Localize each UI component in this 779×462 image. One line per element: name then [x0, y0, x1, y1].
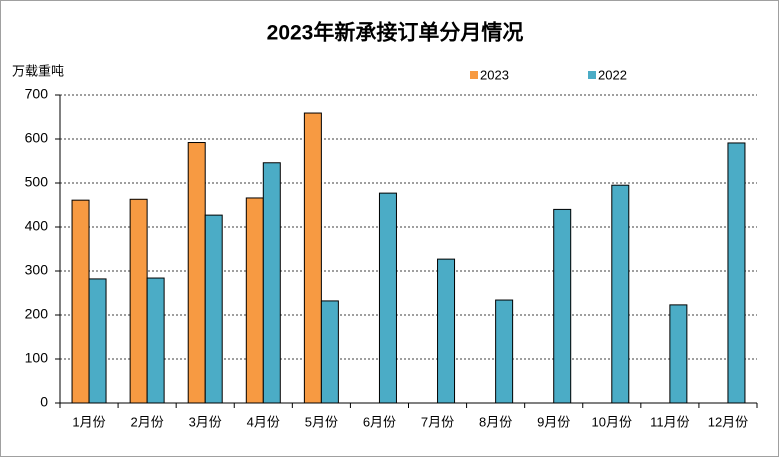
bar [303, 112, 322, 404]
x-tick-label: 9月份 [537, 414, 570, 429]
bar [129, 198, 148, 404]
chart-title: 2023年新承接订单分月情况 [267, 21, 524, 45]
bar [669, 304, 688, 404]
bar [71, 199, 90, 404]
x-tick-label: 1月份 [72, 414, 105, 429]
x-tick-label: 10月份 [592, 414, 632, 429]
bar [378, 192, 397, 404]
x-tick-label: 8月份 [479, 414, 512, 429]
bar [88, 278, 107, 404]
bar [187, 142, 206, 404]
y-tick-label: 100 [25, 350, 49, 366]
bar [146, 277, 165, 404]
bar [204, 214, 223, 404]
x-tick-label: 3月份 [189, 414, 222, 429]
x-tick-label: 6月份 [363, 414, 396, 429]
y-tick-label: 700 [25, 86, 49, 102]
bar [320, 300, 339, 404]
y-axis-label: 万载重吨 [12, 63, 64, 78]
y-tick-label: 600 [25, 130, 49, 146]
bar [437, 258, 456, 404]
legend-label: 2023 [480, 67, 509, 82]
x-tick-label: 7月份 [421, 414, 454, 429]
x-tick-label: 2月份 [131, 414, 164, 429]
legend-swatch [588, 71, 596, 79]
bar [611, 184, 630, 404]
x-tick-label: 11月份 [650, 414, 690, 429]
y-tick-label: 200 [25, 306, 49, 322]
x-tick-label: 4月份 [247, 414, 280, 429]
legend-label: 2022 [598, 67, 627, 82]
bar [262, 162, 281, 404]
y-tick-label: 500 [25, 174, 49, 190]
bar [727, 142, 746, 404]
x-tick-label: 12月份 [708, 414, 748, 429]
bar [495, 299, 514, 404]
y-tick-label: 300 [25, 262, 49, 278]
y-tick-label: 0 [40, 394, 48, 410]
legend-swatch [470, 71, 478, 79]
x-tick-label: 5月份 [305, 414, 338, 429]
bar [553, 208, 572, 404]
y-tick-label: 400 [25, 218, 49, 234]
bar [245, 197, 264, 404]
